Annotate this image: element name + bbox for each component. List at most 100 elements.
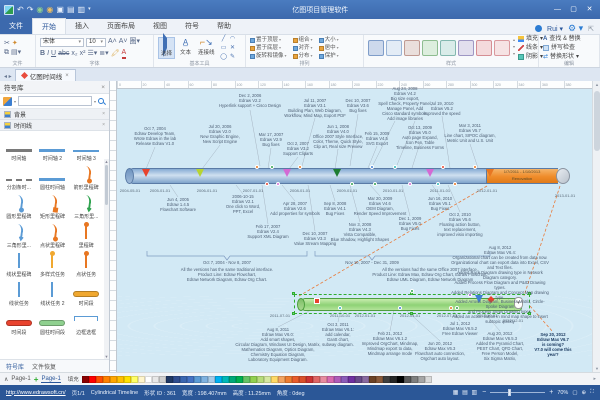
timeline-annotation[interactable]: Oct 13, 2009 Edraw V5.0 Auto page Expand… <box>395 125 445 150</box>
library-category-icon[interactable] <box>3 96 12 106</box>
timeline-annotation[interactable]: Aug 20, 2012 Edraw Max V6.5.3 Added the … <box>475 331 525 361</box>
palette-color[interactable] <box>123 375 131 383</box>
section-close-icon[interactable]: × <box>102 111 105 117</box>
palette-color[interactable] <box>263 375 271 383</box>
palette-color[interactable] <box>312 375 320 383</box>
timeline-annotation[interactable]: Jul 1, 2012 Edraw Max V6.5.2 Free Edraw … <box>442 321 478 336</box>
palette-color[interactable] <box>81 375 89 383</box>
milestone-marker[interactable] <box>436 182 440 186</box>
arc-tool-icon[interactable]: ◠ <box>229 36 236 42</box>
timeline-date[interactable]: 2012-01-01 <box>354 313 376 318</box>
timeline-annotation[interactable]: Jun 4, 2005 Edraw 1.4.5 Flowchart Softwa… <box>160 197 196 212</box>
scroll-down-icon[interactable]: ▼ <box>595 366 599 371</box>
palette-color[interactable] <box>179 375 187 383</box>
bold-button[interactable]: B <box>40 49 46 57</box>
tab-file[interactable]: 文件 <box>0 18 32 34</box>
milestone-marker[interactable] <box>370 165 374 169</box>
palette-color[interactable] <box>242 375 250 383</box>
cut-icon[interactable]: ✂ <box>4 39 10 47</box>
doc-tab-scroll-icon[interactable]: ◂ ▸ <box>4 74 12 80</box>
palette-color[interactable] <box>340 375 348 383</box>
timeline-annotation[interactable]: Oct 2, 2007 Edraw V3.2 Support Cliparts <box>282 141 314 156</box>
symbol-item[interactable]: 边框选框 <box>69 307 103 336</box>
symbol-item[interactable]: 线状任务 2 <box>36 278 70 307</box>
palette-color[interactable] <box>88 375 96 383</box>
connector-tool-button[interactable]: ⌐↘ 连接线 <box>198 37 215 56</box>
palette-color[interactable] <box>291 375 299 383</box>
rect-tool-icon[interactable]: ▭ <box>220 45 227 51</box>
palette-color[interactable] <box>137 375 145 383</box>
add-page-button[interactable]: + <box>33 374 39 384</box>
style-swatch[interactable] <box>476 40 492 56</box>
palette-color[interactable] <box>417 375 425 383</box>
timeline-left-cap[interactable] <box>125 168 134 184</box>
palette-color[interactable] <box>144 375 152 383</box>
subscript-button[interactable]: x₂ <box>71 49 78 57</box>
timeline-annotation[interactable]: Oct 7, 2004 - Nov 8, 2007 <box>203 260 251 265</box>
arrange-item[interactable]: 保护 ▾ <box>318 52 339 60</box>
timeline-annotation[interactable]: All the versions has the same traditiona… <box>180 267 274 282</box>
vertical-scrollbar[interactable]: ▲ ▼ <box>592 81 600 372</box>
arrange-item[interactable]: 置于底层 ▾ <box>250 44 287 52</box>
highlight-color-icon[interactable]: 🖍 <box>110 49 120 57</box>
tab-file-recovery[interactable]: 文件恢复 <box>32 364 57 371</box>
milestone-marker[interactable] <box>142 169 150 177</box>
account-name[interactable]: Rui ▾ <box>547 25 564 33</box>
timeline-date[interactable]: 2010-01-01 <box>382 188 404 193</box>
palette-color[interactable] <box>256 375 264 383</box>
style-swatch[interactable] <box>440 40 456 56</box>
find-replace-button[interactable]: A 查找 & 替换 <box>543 36 581 42</box>
timeline-annotation[interactable]: Oct 3, 2011 Edraw Max V6.1: add calendar… <box>322 322 354 347</box>
spell-check-button[interactable]: 拼写检查 <box>543 44 581 52</box>
palette-color[interactable] <box>382 375 390 383</box>
symbol-item[interactable]: 时间轴 3 <box>69 133 103 162</box>
timeline-right-cap[interactable] <box>556 168 570 184</box>
symbol-item[interactable]: 三角形里... <box>69 191 103 220</box>
page-nav-label[interactable]: Page-1 <box>11 376 31 382</box>
timeline-annotation[interactable]: Jul 19, 2010 Edraw V5.2 Improved the spe… <box>423 101 461 116</box>
timeline-annotation[interactable]: Feb 17, 2007 Edraw V2.4 Support XML Diag… <box>247 224 289 239</box>
arrange-item[interactable]: 对齐 ▾ <box>292 44 313 52</box>
selection-handle[interactable] <box>410 312 413 315</box>
palette-color[interactable] <box>333 375 341 383</box>
style-swatch[interactable] <box>404 40 420 56</box>
timeline-annotation[interactable]: Apr 28, 2007 Edraw V2.6 Add properties f… <box>270 201 320 216</box>
print-icon[interactable]: ▤ <box>66 5 75 14</box>
palette-color[interactable] <box>326 375 334 383</box>
scrollbar-thumb[interactable] <box>594 91 600 151</box>
tab-view[interactable]: 视图 <box>153 23 167 30</box>
palette-color[interactable] <box>221 375 229 383</box>
milestone-marker[interactable] <box>398 306 402 310</box>
timeline-annotation[interactable]: Mar 3, 2011 Edraw V5.7 Line chart, SIPOC… <box>444 123 496 143</box>
gear-icon[interactable]: ⚙ ▾ <box>568 23 584 33</box>
symbol-item[interactable]: 线状里程碑 <box>2 249 36 278</box>
timeline-date[interactable]: 2009-01-01 <box>336 188 358 193</box>
palette-color[interactable] <box>165 375 173 383</box>
line-button[interactable]: 线条 ▾ <box>518 44 543 52</box>
erase-tool-icon[interactable]: ✕ <box>230 45 236 51</box>
timeline-annotation[interactable]: Dec 1, 2009 Edraw V5.0 Bug Fixes <box>398 216 422 231</box>
timeline-date[interactable]: 2007-01-01 <box>242 188 264 193</box>
symbol-item[interactable]: 矩形里程碑 <box>36 191 70 220</box>
symbol-item[interactable]: 时间轴 2 <box>36 133 70 162</box>
palette-color[interactable] <box>172 375 180 383</box>
milestone-marker[interactable] <box>255 165 259 169</box>
style-swatch[interactable] <box>422 40 438 56</box>
timeline-date[interactable]: 2012-04-01 <box>399 313 421 318</box>
arrange-item[interactable]: 置于顶层 ▾ <box>250 36 287 44</box>
milestone-marker[interactable] <box>475 295 483 303</box>
select-tool-button[interactable]: 选择 <box>158 33 176 59</box>
maximize-button[interactable]: ▢ <box>570 6 577 13</box>
palette-color[interactable] <box>375 375 383 383</box>
palette-color[interactable] <box>109 375 117 383</box>
list-icon[interactable]: ≣▾ <box>99 49 109 57</box>
qat-more-icon[interactable]: ▾ <box>88 6 91 12</box>
timeline-annotation[interactable]: All the versions had the same Office 200… <box>372 267 488 282</box>
font-size-select[interactable]: 10 ▾ <box>86 37 106 47</box>
search-dropdown-icon[interactable]: ▾ <box>93 98 96 104</box>
palette-color[interactable] <box>102 375 110 383</box>
italic-button[interactable]: I <box>47 49 50 57</box>
selection-handle[interactable] <box>528 312 531 315</box>
symbol-item[interactable]: 点状任务 <box>69 249 103 278</box>
arrange-item[interactable]: 组合 ▾ <box>292 36 313 44</box>
